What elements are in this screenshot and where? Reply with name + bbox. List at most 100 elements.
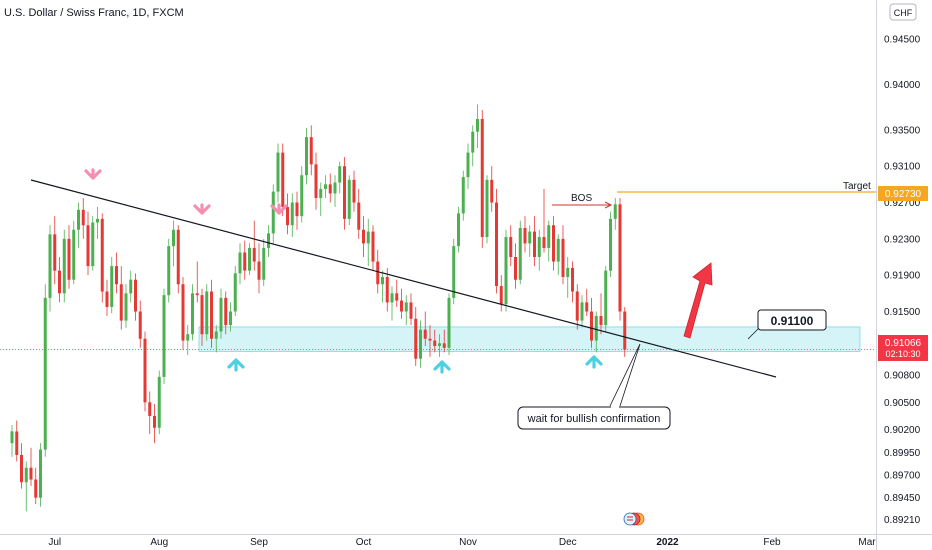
candle-body — [134, 279, 137, 312]
candle-body — [542, 237, 546, 248]
support-arrow-3[interactable] — [585, 355, 603, 369]
price-tick-label: 0.89700 — [884, 470, 921, 481]
candle — [461, 170, 465, 221]
candle-body — [143, 338, 147, 403]
candle-body — [433, 340, 437, 347]
candle-body — [252, 247, 256, 262]
support-zone[interactable] — [198, 326, 861, 352]
candle-body — [100, 218, 104, 292]
candle-body — [157, 376, 161, 428]
candle — [129, 270, 133, 303]
candle-body — [205, 291, 209, 335]
candle-body — [409, 302, 413, 319]
price-tick-label: 0.90800 — [884, 371, 921, 382]
support-arrow-2[interactable] — [433, 360, 451, 374]
time-tick-label: Feb — [763, 537, 781, 548]
candle-body — [290, 202, 294, 226]
candle-body — [309, 137, 313, 165]
price-axis[interactable]: 0.94500 0.94000 0.93500 0.93100 0.92700 0.923… — [884, 35, 921, 526]
news-flag-icon[interactable] — [623, 512, 645, 526]
candle — [485, 175, 489, 244]
candle — [314, 152, 318, 210]
candle — [271, 184, 275, 244]
candle — [153, 404, 156, 444]
target-price-tag[interactable]: 0.92730 — [878, 186, 928, 201]
candle-body — [105, 291, 109, 307]
candle — [362, 216, 365, 258]
candle — [191, 284, 194, 341]
candle-body — [257, 261, 261, 280]
candle — [476, 104, 479, 149]
candle-body — [404, 302, 408, 312]
time-tick-label: Aug — [150, 537, 168, 548]
descending-trendline[interactable] — [30, 179, 777, 378]
candle — [409, 293, 413, 326]
candle-body — [286, 207, 289, 226]
candle — [466, 143, 470, 189]
candle — [15, 420, 19, 462]
candle-body — [414, 318, 418, 359]
bullish-projection-arrow[interactable] — [683, 262, 713, 339]
time-axis[interactable]: JunJulAugSepOctNovDec2022FebMarApr — [0, 537, 932, 548]
time-tick-label: Dec — [559, 537, 577, 548]
candle — [257, 243, 261, 294]
candle-body — [461, 177, 465, 214]
candle — [319, 182, 323, 217]
resistance-arrow-1[interactable] — [84, 168, 102, 180]
resistance-arrow-2[interactable] — [193, 203, 211, 215]
candle — [514, 243, 517, 289]
candle-body — [243, 252, 247, 271]
candle-body — [233, 273, 237, 312]
candle-body — [613, 204, 617, 219]
support-zone-rect[interactable] — [198, 326, 861, 352]
time-tick-label: Mar — [858, 537, 876, 548]
price-tick-label: 0.92700 — [884, 198, 921, 209]
candle — [404, 295, 408, 326]
candle-body — [186, 334, 190, 341]
candle — [357, 188, 361, 239]
candle-body — [328, 184, 332, 194]
candle-body — [447, 297, 451, 348]
resistance-arrow-3[interactable] — [270, 203, 288, 215]
candle-body — [514, 257, 517, 280]
currency-badge[interactable]: CHF — [889, 3, 917, 21]
candle-body — [24, 467, 28, 483]
time-tick-label: Nov — [459, 537, 477, 548]
candle — [366, 218, 370, 267]
candle — [62, 229, 66, 303]
last-price-tag[interactable]: 0.91066 02:10:30 — [878, 335, 928, 361]
candle — [338, 161, 342, 194]
candle-body — [214, 331, 218, 339]
candle-body — [438, 343, 441, 347]
candle-body — [15, 431, 19, 455]
bos-marker[interactable]: BOS — [552, 193, 613, 209]
candle — [533, 216, 536, 267]
candle — [110, 257, 114, 314]
candle — [604, 266, 608, 332]
candle — [181, 276, 185, 350]
candle-body — [400, 300, 403, 312]
target-line[interactable]: Target — [617, 181, 876, 193]
level-callout-label: 0.91100 — [771, 314, 814, 328]
candle — [252, 220, 256, 271]
candle — [290, 193, 294, 238]
candle — [571, 261, 574, 303]
candle — [609, 211, 612, 277]
candle-body — [20, 454, 23, 483]
level-callout[interactable]: 0.91100 — [747, 309, 827, 340]
candle-body — [594, 316, 598, 341]
candle-body — [343, 166, 346, 219]
candle-body — [67, 238, 71, 280]
candle-body — [419, 329, 422, 359]
price-tick-label: 0.90200 — [884, 425, 921, 436]
candle — [205, 284, 209, 341]
confirmation-callout[interactable]: wait for bullish confirmation — [517, 343, 671, 430]
candle — [480, 109, 484, 248]
candle — [613, 197, 617, 230]
candle — [618, 197, 622, 321]
price-tick-label: 0.94500 — [884, 35, 921, 46]
candle-body — [347, 179, 351, 219]
candle-body — [153, 415, 156, 428]
support-arrow-1[interactable] — [227, 358, 245, 372]
candle — [490, 166, 494, 212]
